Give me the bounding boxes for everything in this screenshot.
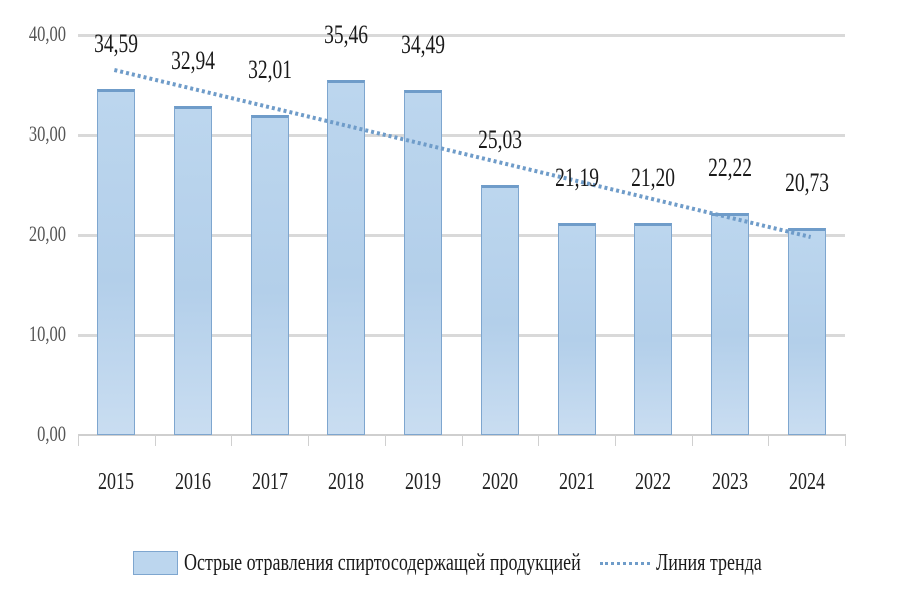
bar-2021 (557, 223, 596, 435)
y-tick-label: 30,00 (28, 121, 66, 146)
y-tick-label: 10,00 (28, 321, 66, 346)
bar-2015 (97, 89, 136, 435)
x-label-2020: 2020 (481, 469, 518, 495)
x-label-2018: 2018 (328, 469, 365, 495)
gridline (78, 234, 845, 237)
value-label-2019: 34,49 (401, 30, 446, 60)
x-tick (154, 434, 156, 446)
value-label-2018: 35,46 (324, 20, 369, 50)
x-tick (308, 434, 310, 446)
value-label-2020: 25,03 (477, 124, 522, 154)
x-tick (538, 434, 540, 446)
gridline (78, 134, 845, 137)
value-label-2022: 21,20 (631, 163, 676, 192)
x-tick (231, 434, 233, 446)
y-tick-label: 0,00 (37, 421, 66, 446)
legend: Острые отравления спиртосодержащей проду… (0, 548, 900, 584)
bar-2024 (787, 227, 826, 435)
x-label-2022: 2022 (635, 469, 672, 495)
x-tick (78, 434, 79, 446)
y-tick-label: 40,00 (28, 21, 66, 46)
x-tick (614, 434, 616, 446)
value-label-2021: 21,19 (554, 163, 599, 193)
value-label-2023: 22,22 (708, 152, 752, 182)
legend-trend-label: Линия тренда (656, 550, 762, 576)
x-tick (691, 434, 693, 446)
value-label-2017: 32,01 (247, 54, 292, 84)
x-label-2017: 2017 (251, 469, 288, 495)
gridline (78, 34, 845, 37)
bar-2016 (174, 105, 213, 435)
gridline (78, 334, 845, 337)
x-label-2024: 2024 (788, 469, 825, 495)
bar-2020 (480, 184, 519, 435)
value-label-2024: 20,73 (784, 167, 829, 197)
x-label-2021: 2021 (558, 469, 595, 495)
value-label-2015: 34,59 (94, 29, 139, 59)
x-label-2019: 2019 (405, 469, 442, 495)
x-label-2016: 2016 (175, 469, 212, 495)
value-label-2016: 32,94 (171, 45, 215, 75)
x-tick (768, 434, 770, 446)
x-tick (384, 434, 386, 446)
bar-2017 (250, 114, 289, 435)
bar-2018 (327, 80, 366, 435)
bar-2022 (634, 223, 673, 435)
x-tick (845, 434, 846, 446)
x-tick (461, 434, 463, 446)
legend-trend-swatch (600, 562, 650, 565)
x-label-2023: 2023 (711, 469, 748, 495)
legend-bar-label: Острые отравления спиртосодержащей проду… (184, 550, 581, 576)
bar-2023 (710, 212, 749, 435)
x-label-2015: 2015 (98, 469, 135, 495)
legend-bar-swatch (133, 551, 178, 575)
y-tick-label: 20,00 (28, 221, 66, 246)
